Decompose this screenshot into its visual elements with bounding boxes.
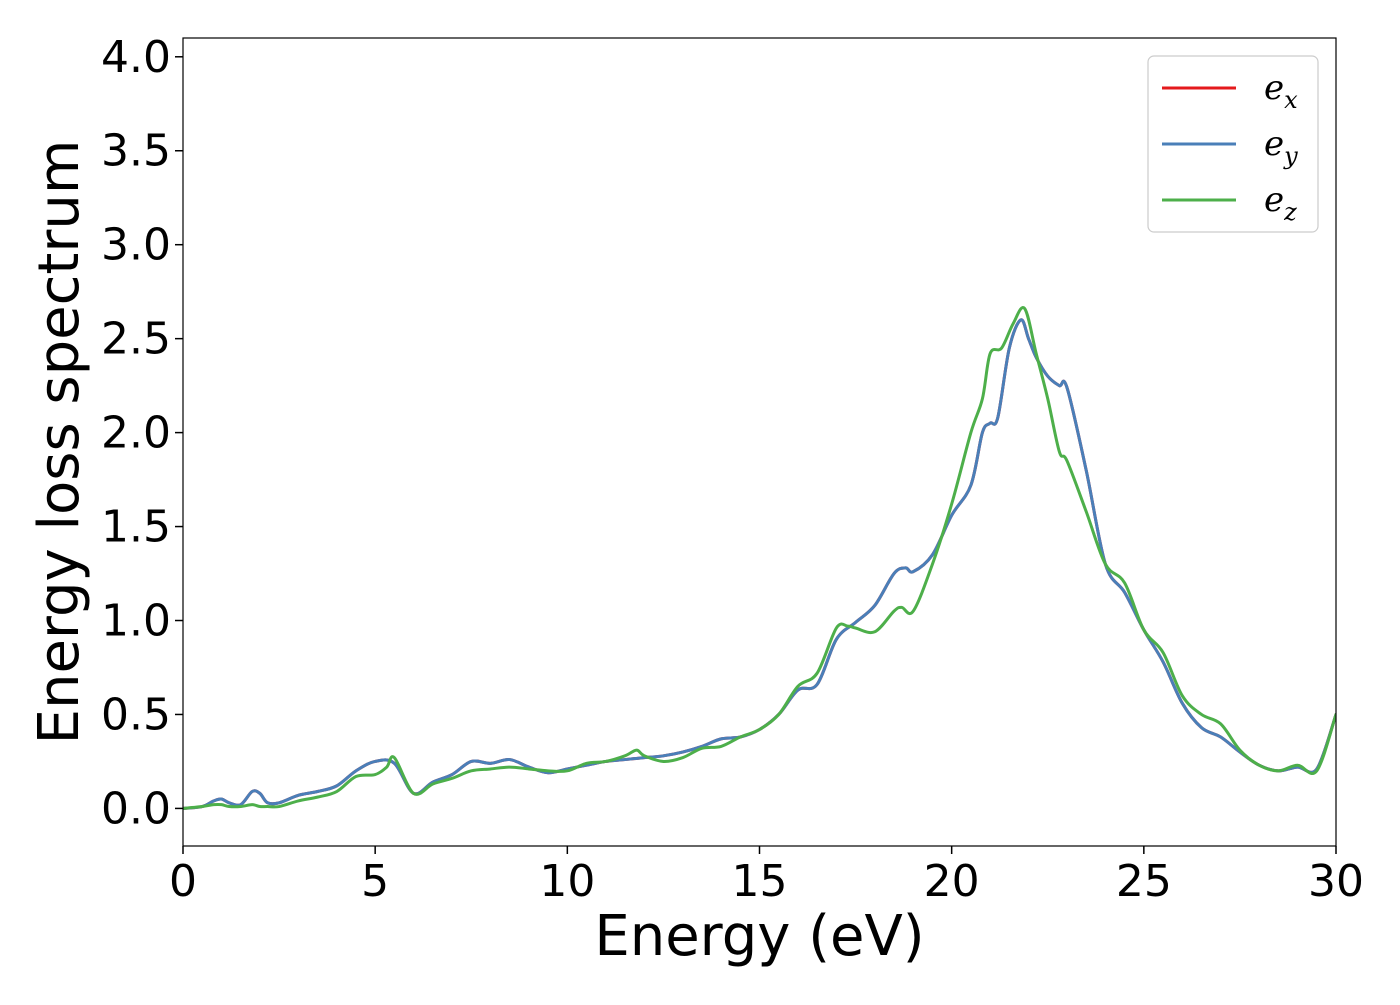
y-tick-label: 3.5	[101, 126, 171, 177]
x-tick-label: 15	[732, 856, 788, 907]
x-axis-label: Energy (eV)	[594, 904, 924, 969]
y-tick-label: 1.0	[101, 596, 171, 647]
x-tick-label: 5	[361, 856, 389, 907]
y-tick-label: 2.5	[101, 314, 171, 365]
legend-label-e-x: ex	[1264, 68, 1298, 114]
axis-ticks: 0 5 10 15 20 25 30 0.0 0.5 1.0 1.5 2.0 2.5 3.0 3.5 4.0	[101, 32, 1364, 907]
x-tick-label: 25	[1116, 856, 1172, 907]
y-tick-label: 1.5	[101, 502, 171, 553]
x-tick-label: 0	[169, 856, 197, 907]
y-tick-label: 0.5	[101, 689, 171, 740]
x-tick-label: 30	[1308, 856, 1364, 907]
legend: ex ey ez	[1147, 55, 1319, 233]
series-lines	[183, 306, 1336, 810]
y-tick-label: 0.0	[101, 783, 171, 834]
x-tick-label: 20	[924, 856, 980, 907]
legend-label-e-y: ey	[1264, 124, 1298, 170]
series-line-e-y	[183, 318, 1336, 810]
series-line-e-z	[183, 306, 1336, 810]
legend-label-e-z: ez	[1264, 180, 1297, 226]
y-axis-label: Energy loss spectrum	[27, 140, 92, 745]
x-tick-label: 10	[539, 856, 595, 907]
y-tick-label: 4.0	[101, 32, 171, 83]
y-tick-label: 2.0	[101, 408, 171, 459]
y-tick-label: 3.0	[101, 220, 171, 271]
series-line-e-x	[183, 318, 1336, 810]
